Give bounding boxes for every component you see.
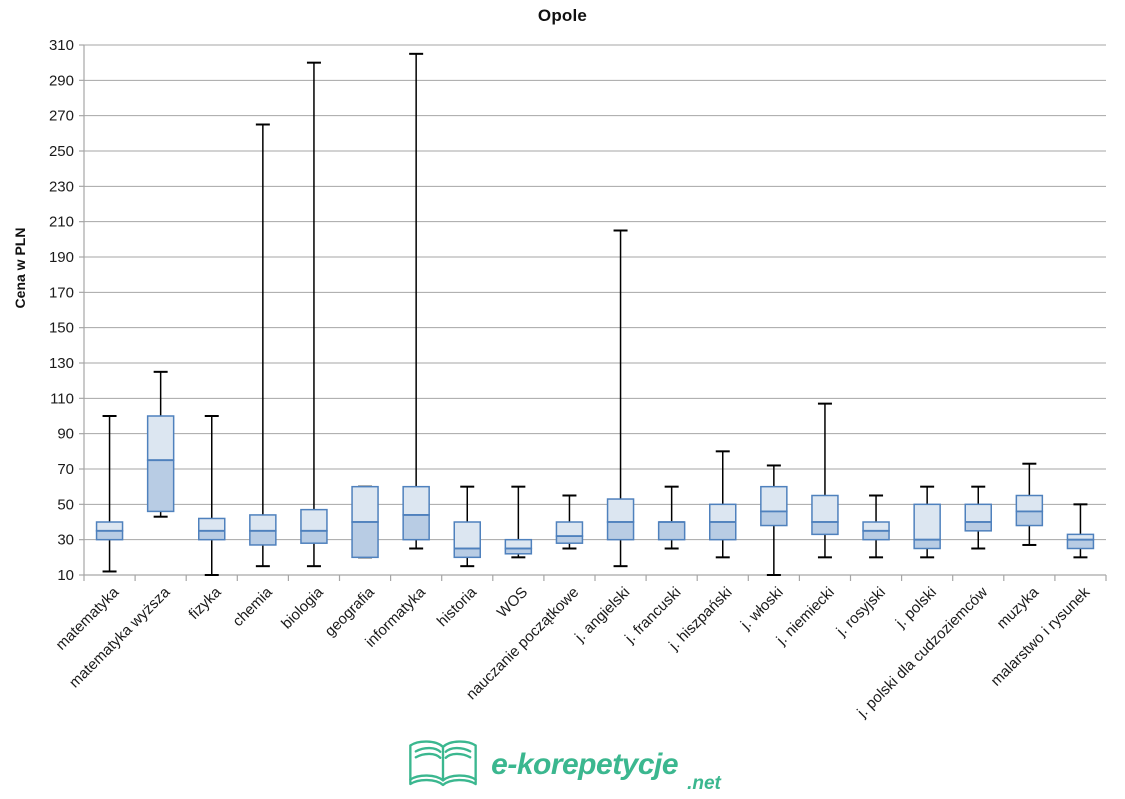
box-lower-quartile [300, 530, 328, 544]
x-axis-label: j. włoski [737, 584, 787, 634]
box-upper-quartile [606, 498, 635, 523]
x-axis-label: WOS [494, 584, 531, 621]
box-upper-quartile [811, 494, 839, 523]
x-axis-label: fizyka [185, 583, 225, 623]
box-upper-quartile [709, 503, 737, 523]
box-lower-quartile [95, 530, 124, 541]
x-axis-label: biologia [278, 583, 327, 632]
box-upper-quartile [964, 503, 992, 523]
y-tick-label: 210 [49, 214, 74, 231]
x-axis-label: historia [434, 583, 481, 630]
box-lower-quartile [402, 514, 430, 541]
chart-title: Opole [537, 6, 588, 25]
brand-tld: .net [687, 773, 721, 794]
box-lower-quartile [146, 459, 175, 513]
y-tick-label: 30 [57, 532, 74, 549]
box-upper-quartile [249, 514, 277, 532]
x-axis-label: muzyka [994, 583, 1043, 632]
boxplot-canvas: 10 30 50 70 90 110 130 150 170 190 210 230 250 270 290… [49, 37, 1107, 722]
box-lower-quartile [249, 530, 277, 546]
box-upper-quartile [862, 521, 890, 532]
y-tick-label: 230 [49, 178, 74, 195]
box-upper-quartile [351, 485, 379, 523]
box-upper-quartile [402, 485, 430, 516]
footer-logo: e-korepetycje .net [0, 734, 1125, 796]
x-axis-label: j. rosyjski [833, 584, 889, 640]
box-lower-quartile [453, 547, 481, 559]
box-lower-quartile [1066, 538, 1095, 550]
x-axis-label: chemia [229, 583, 276, 630]
x-axis-label: j. polski [892, 584, 940, 632]
box-lower-quartile [198, 530, 226, 541]
box-lower-quartile [555, 535, 584, 544]
box-upper-quartile [913, 503, 941, 541]
box-lower-quartile [862, 530, 890, 541]
y-tick-label: 170 [49, 284, 74, 301]
y-tick-label: 310 [49, 37, 74, 54]
box-upper-quartile [1015, 494, 1044, 513]
box-lower-quartile [657, 521, 686, 541]
y-tick-label: 290 [49, 72, 74, 89]
box-lower-quartile [351, 521, 379, 559]
box-lower-quartile [811, 521, 839, 536]
box-upper-quartile [453, 521, 481, 550]
open-book-icon [409, 740, 477, 787]
box-upper-quartile [504, 538, 533, 550]
box-upper-quartile [146, 415, 175, 461]
box-upper-quartile [95, 521, 124, 532]
x-axis-label: malarstwo i rysunek [988, 583, 1094, 689]
brand-text: e-korepetycje [491, 748, 679, 781]
x-axis-label: matematyka wyższa [66, 583, 174, 691]
box-lower-quartile [709, 521, 737, 541]
y-tick-label: 150 [49, 320, 74, 337]
box-upper-quartile [300, 508, 328, 532]
y-tick-label: 130 [49, 355, 74, 372]
y-tick-label: 10 [57, 567, 74, 584]
box-lower-quartile [760, 510, 788, 527]
y-tick-label: 190 [49, 249, 74, 266]
box-upper-quartile [198, 517, 226, 532]
y-tick-label: 110 [50, 390, 74, 407]
y-tick-label: 90 [57, 426, 74, 443]
box-upper-quartile [555, 521, 584, 537]
box-lower-quartile [606, 521, 635, 541]
box-upper-quartile [760, 485, 788, 513]
y-tick-label: 270 [49, 108, 74, 125]
box-lower-quartile [964, 521, 992, 532]
y-tick-label: 70 [57, 461, 74, 478]
box-lower-quartile [1015, 510, 1044, 527]
box-lower-quartile [913, 538, 941, 550]
y-tick-label: 50 [57, 496, 74, 513]
y-tick-label: 250 [49, 143, 74, 160]
